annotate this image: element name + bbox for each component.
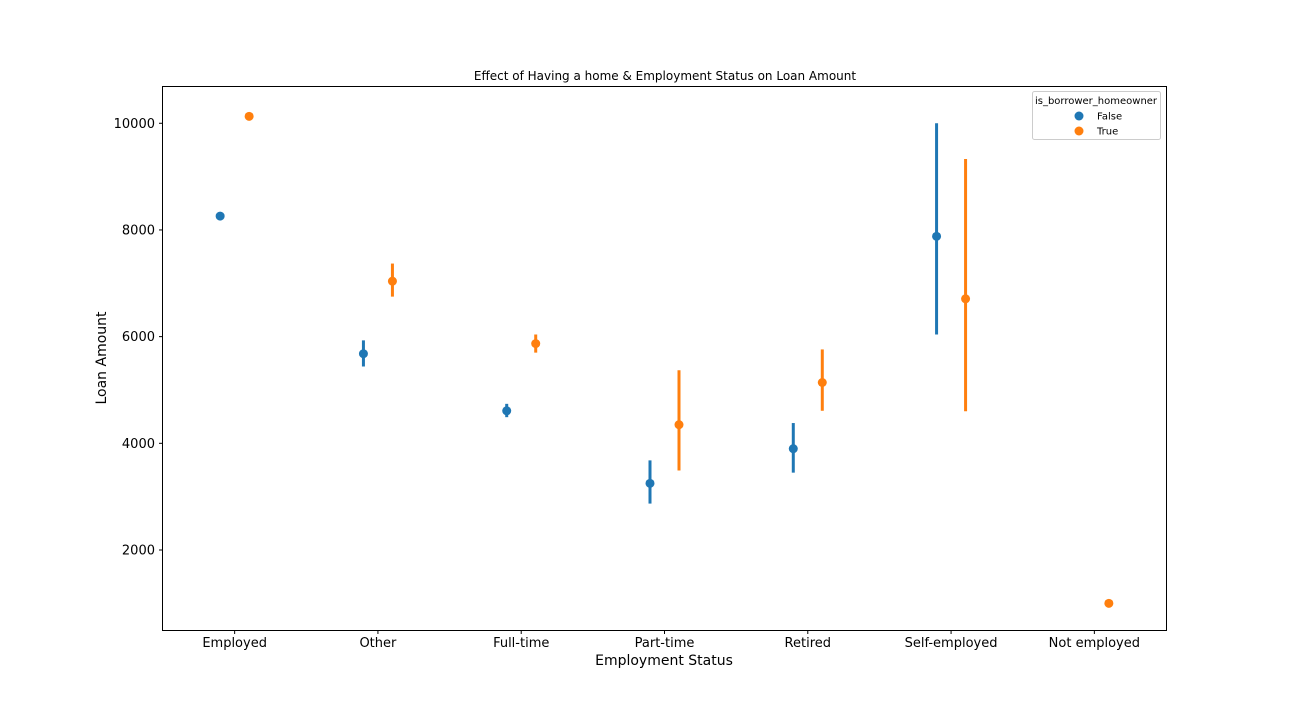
data-point <box>674 420 684 430</box>
x-tick-label: Employed <box>202 636 267 651</box>
data-marks <box>215 111 1114 608</box>
chart-title: Effect of Having a home & Employment Sta… <box>474 69 856 83</box>
y-tick-label: 6000 <box>122 330 155 345</box>
y-tick-label: 4000 <box>122 437 155 452</box>
legend-marker <box>1074 126 1084 136</box>
data-point <box>244 111 254 121</box>
data-point <box>645 478 655 488</box>
y-tick-label: 10000 <box>114 117 155 132</box>
data-point <box>817 378 827 388</box>
x-tick-label: Full-time <box>493 636 549 651</box>
data-point <box>215 211 225 221</box>
legend-marker <box>1074 111 1084 121</box>
legend-label: True <box>1096 127 1118 138</box>
data-point <box>788 444 798 454</box>
legend-title: is_borrower_homeowner <box>1035 96 1158 107</box>
x-tick-label: Other <box>359 636 397 651</box>
data-point <box>1104 598 1114 608</box>
x-tick-label: Not employed <box>1049 636 1140 651</box>
y-tick-label: 2000 <box>122 543 155 558</box>
x-axis-label: Employment Status <box>595 653 733 669</box>
y-tick-label: 8000 <box>122 223 155 238</box>
y-axis-label: Loan Amount <box>94 311 110 405</box>
data-point <box>502 406 512 416</box>
legend-label: False <box>1097 112 1122 123</box>
x-axis-ticks: Employed Other Full-time Part-time Retired Se… <box>202 630 1140 651</box>
data-point <box>387 276 397 286</box>
data-point <box>531 339 541 349</box>
x-tick-label: Part-time <box>635 636 695 651</box>
legend-box <box>1032 91 1161 140</box>
y-axis-ticks: 2000 4000 6000 8000 10000 <box>114 117 163 558</box>
data-point <box>932 231 942 241</box>
x-tick-label: Retired <box>785 636 831 651</box>
x-tick-label: Self-employed <box>905 636 998 651</box>
legend: is_borrower_homeowner False True <box>1032 91 1161 140</box>
plot-area <box>162 86 1167 631</box>
data-point <box>961 294 971 304</box>
data-point <box>358 349 368 359</box>
